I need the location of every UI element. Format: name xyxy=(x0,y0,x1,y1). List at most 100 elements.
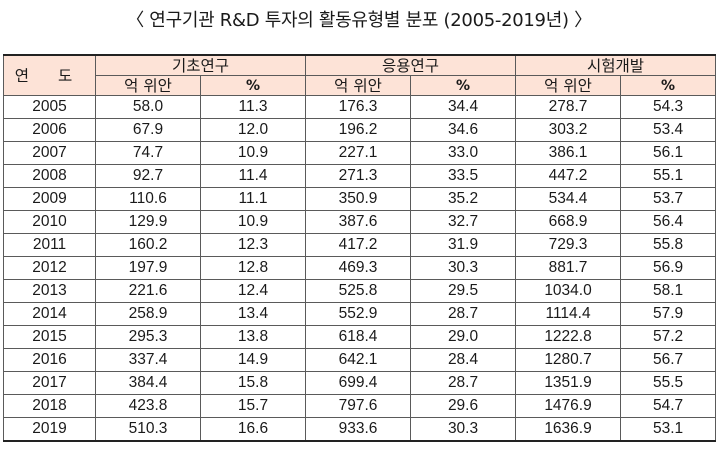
sub-header-percent: % xyxy=(410,75,517,96)
basic-amount-cell: 423.8 xyxy=(95,393,201,418)
development-percent-cell: 53.7 xyxy=(620,186,717,211)
development-amount-cell: 278.7 xyxy=(515,95,622,119)
applied-percent-cell: 29.6 xyxy=(410,393,517,418)
applied-percent-cell: 28.7 xyxy=(410,301,517,326)
year-cell: 2006 xyxy=(3,117,96,142)
basic-percent-cell: 15.8 xyxy=(199,370,307,395)
applied-amount-cell: 642.1 xyxy=(305,347,412,372)
header-row-units: 억 위안 % 억 위안 % 억 위안 % xyxy=(4,75,717,96)
applied-amount-cell: 227.1 xyxy=(305,140,412,165)
applied-percent-cell: 28.7 xyxy=(410,370,517,395)
applied-percent-cell: 33.0 xyxy=(410,140,517,165)
basic-percent-cell: 15.7 xyxy=(199,393,307,418)
applied-percent-cell: 29.5 xyxy=(410,278,517,303)
development-percent-cell: 54.7 xyxy=(620,393,717,418)
basic-percent-cell: 14.9 xyxy=(199,347,307,372)
table-row: 2007 74.7 10.9 227.1 33.0 386.1 56.1 xyxy=(3,140,717,165)
basic-amount-cell: 221.6 xyxy=(95,278,201,303)
year-cell: 2007 xyxy=(3,140,96,165)
table-row: 2005 58.0 11.3 176.3 34.4 278.7 54.3 xyxy=(3,95,717,119)
development-percent-cell: 58.1 xyxy=(620,278,717,303)
header-row-groups: 연 도 기초연구 응용연구 시험개발 xyxy=(3,54,717,96)
table-row: 2016 337.4 14.9 642.1 28.4 1280.7 56.7 xyxy=(3,347,717,372)
table-row: 2011 160.2 12.3 417.2 31.9 729.3 55.8 xyxy=(3,232,717,257)
development-percent-cell: 56.1 xyxy=(620,140,717,165)
applied-percent-cell: 35.2 xyxy=(410,186,517,211)
development-percent-cell: 53.4 xyxy=(620,117,717,142)
applied-amount-cell: 552.9 xyxy=(305,301,412,326)
year-cell: 2014 xyxy=(3,301,96,326)
basic-percent-cell: 11.3 xyxy=(199,95,307,119)
table-row: 2014 258.9 13.4 552.9 28.7 1114.4 57.9 xyxy=(3,301,717,326)
applied-amount-cell: 387.6 xyxy=(305,209,412,234)
table-row: 2017 384.4 15.8 699.4 28.7 1351.9 55.5 xyxy=(3,370,717,395)
table-row: 2015 295.3 13.8 618.4 29.0 1222.8 57.2 xyxy=(3,324,717,349)
basic-percent-cell: 10.9 xyxy=(199,209,307,234)
table-row: 2008 92.7 11.4 271.3 33.5 447.2 55.1 xyxy=(3,163,717,188)
basic-percent-cell: 13.8 xyxy=(199,324,307,349)
basic-percent-cell: 11.1 xyxy=(199,186,307,211)
basic-percent-cell: 12.4 xyxy=(199,278,307,303)
applied-percent-cell: 31.9 xyxy=(410,232,517,257)
table-row: 2006 67.9 12.0 196.2 34.6 303.2 53.4 xyxy=(3,117,717,142)
group-header-applied-research: 응용연구 xyxy=(305,54,517,76)
applied-amount-cell: 933.6 xyxy=(305,416,412,442)
development-percent-cell: 56.7 xyxy=(620,347,717,372)
year-cell: 2017 xyxy=(3,370,96,395)
year-cell: 2009 xyxy=(3,186,96,211)
basic-percent-cell: 13.4 xyxy=(199,301,307,326)
applied-percent-cell: 32.7 xyxy=(410,209,517,234)
applied-percent-cell: 30.3 xyxy=(410,416,517,442)
sub-header-percent: % xyxy=(620,75,717,96)
year-cell: 2010 xyxy=(3,209,96,234)
table-row: 2013 221.6 12.4 525.8 29.5 1034.0 58.1 xyxy=(3,278,717,303)
basic-amount-cell: 197.9 xyxy=(95,255,201,280)
basic-amount-cell: 74.7 xyxy=(95,140,201,165)
year-cell: 2008 xyxy=(3,163,96,188)
sub-header-amount: 억 위안 xyxy=(305,75,412,96)
year-cell: 2005 xyxy=(3,95,96,119)
applied-percent-cell: 34.4 xyxy=(410,95,517,119)
development-amount-cell: 1222.8 xyxy=(515,324,622,349)
applied-amount-cell: 271.3 xyxy=(305,163,412,188)
applied-amount-cell: 525.8 xyxy=(305,278,412,303)
applied-percent-cell: 34.6 xyxy=(410,117,517,142)
basic-percent-cell: 12.8 xyxy=(199,255,307,280)
applied-percent-cell: 33.5 xyxy=(410,163,517,188)
development-amount-cell: 1636.9 xyxy=(515,416,622,442)
basic-amount-cell: 384.4 xyxy=(95,370,201,395)
basic-amount-cell: 67.9 xyxy=(95,117,201,142)
basic-percent-cell: 12.3 xyxy=(199,232,307,257)
applied-percent-cell: 30.3 xyxy=(410,255,517,280)
year-cell: 2015 xyxy=(3,324,96,349)
table-body: 2005 58.0 11.3 176.3 34.4 278.7 54.3 2006 67.9 12… xyxy=(3,95,717,442)
applied-amount-cell: 176.3 xyxy=(305,95,412,119)
group-header-basic-research: 기초연구 xyxy=(94,54,307,76)
development-amount-cell: 447.2 xyxy=(515,163,622,188)
development-percent-cell: 53.1 xyxy=(620,416,717,442)
development-percent-cell: 57.2 xyxy=(620,324,717,349)
basic-amount-cell: 129.9 xyxy=(95,209,201,234)
development-amount-cell: 1114.4 xyxy=(515,301,622,326)
table-row: 2010 129.9 10.9 387.6 32.7 668.9 56.4 xyxy=(3,209,717,234)
development-amount-cell: 1476.9 xyxy=(515,393,622,418)
year-cell: 2018 xyxy=(3,393,96,418)
basic-percent-cell: 16.6 xyxy=(199,416,307,442)
table-title: 〈 연구기관 R&D 투자의 활동유형별 분포 (2005-2019년) 〉 xyxy=(126,10,592,31)
applied-amount-cell: 350.9 xyxy=(305,186,412,211)
rd-distribution-table: 연 도 기초연구 응용연구 시험개발 억 위안 % 억 위안 % 억 위안 % … xyxy=(3,54,717,442)
applied-amount-cell: 196.2 xyxy=(305,117,412,142)
year-cell: 2013 xyxy=(3,278,96,303)
group-header-experimental-development: 시험개발 xyxy=(515,54,717,76)
sub-header-amount: 억 위안 xyxy=(95,75,201,96)
development-percent-cell: 57.9 xyxy=(620,301,717,326)
development-amount-cell: 729.3 xyxy=(515,232,622,257)
table-row: 2012 197.9 12.8 469.3 30.3 881.7 56.9 xyxy=(3,255,717,280)
basic-amount-cell: 510.3 xyxy=(95,416,201,442)
development-amount-cell: 668.9 xyxy=(515,209,622,234)
sub-header-percent: % xyxy=(199,75,307,96)
basic-amount-cell: 258.9 xyxy=(95,301,201,326)
development-amount-cell: 386.1 xyxy=(515,140,622,165)
development-amount-cell: 1034.0 xyxy=(515,278,622,303)
development-amount-cell: 1351.9 xyxy=(515,370,622,395)
